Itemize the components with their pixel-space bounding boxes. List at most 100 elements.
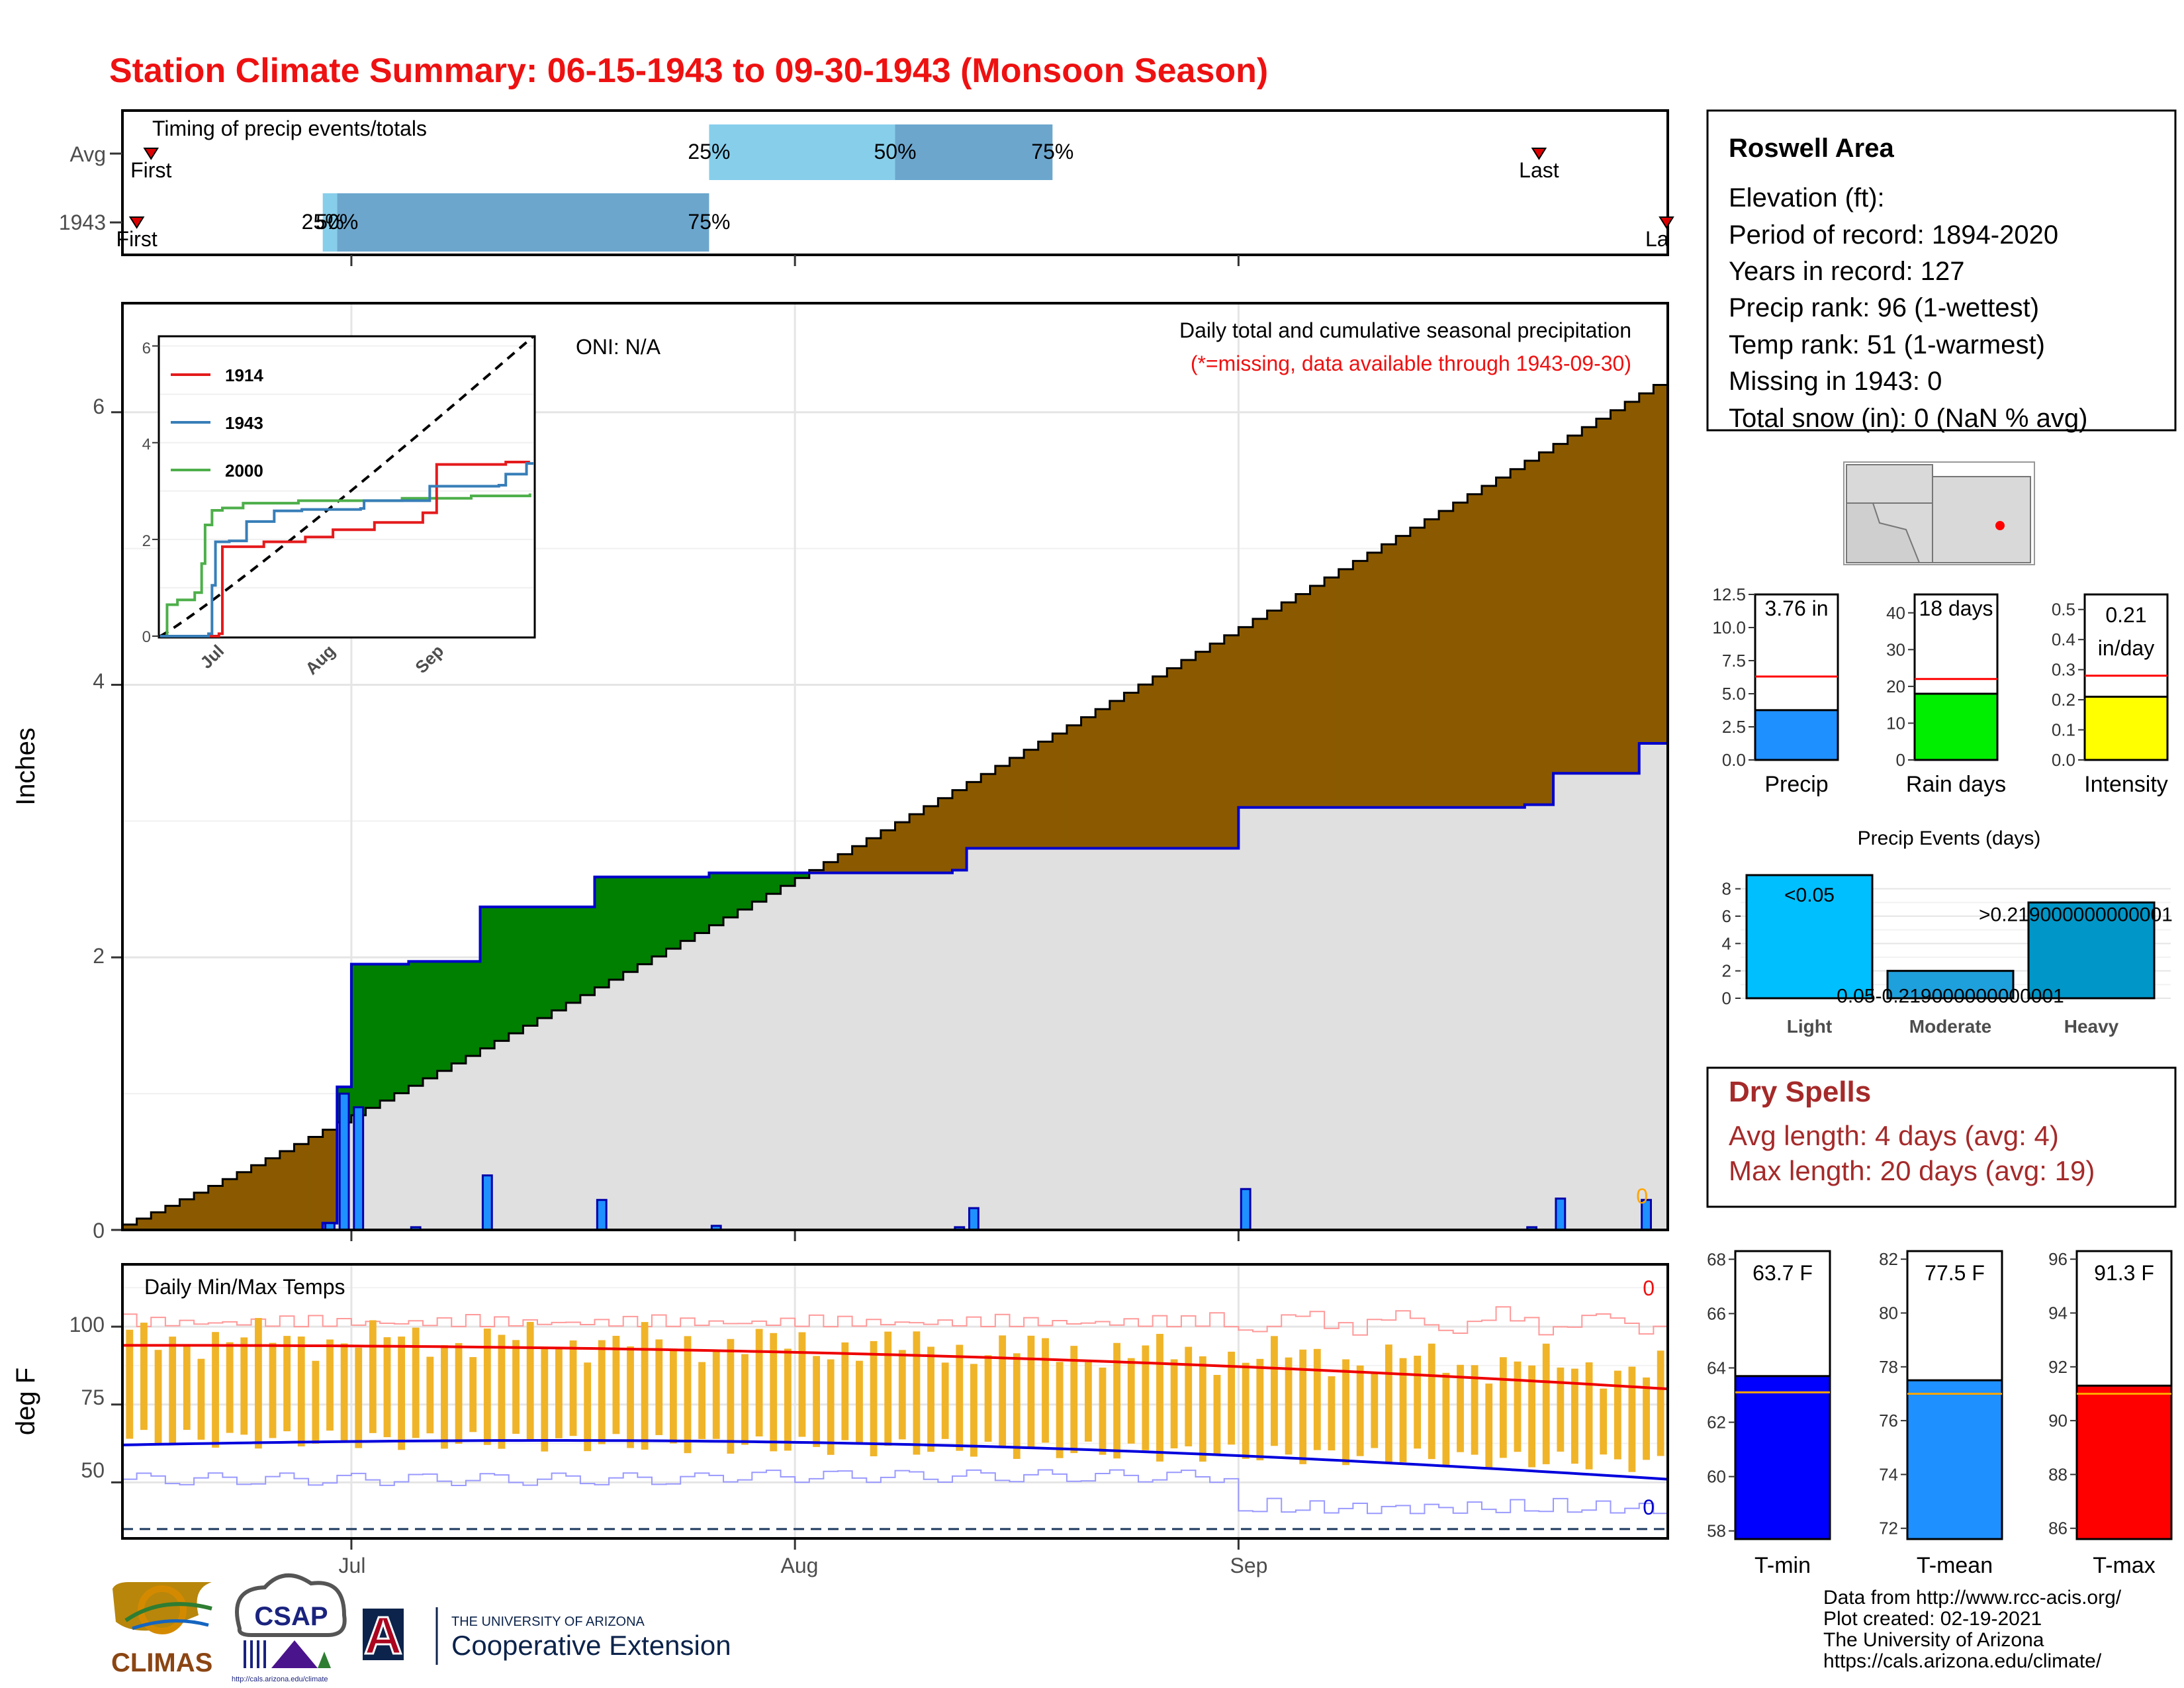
surplus-segment bbox=[709, 872, 724, 925]
events-ytick-label: 6 bbox=[1722, 906, 1731, 926]
csap-wordmark: CSAP bbox=[254, 1602, 328, 1631]
y1943-first-label: First bbox=[116, 227, 158, 251]
gauge-tick-label: 2.5 bbox=[1722, 717, 1746, 737]
tgauge-label-1: T-mean bbox=[1917, 1553, 1993, 1578]
gauge-tick-label: 10 bbox=[1886, 713, 1905, 733]
deficit-segment bbox=[1081, 717, 1096, 849]
ua-logo: A THE UNIVERSITY OF ARIZONA Cooperative … bbox=[363, 1605, 731, 1666]
deficit-segment bbox=[895, 822, 910, 873]
deficit-segment bbox=[866, 838, 882, 873]
surplus-segment bbox=[480, 907, 495, 1049]
tgauge-tick-label: 58 bbox=[1707, 1521, 1726, 1541]
temp-xtick-jul: Jul bbox=[339, 1554, 366, 1577]
daily-temp-bar bbox=[655, 1339, 663, 1435]
deficit-segment bbox=[1295, 594, 1310, 808]
deficit-segment bbox=[1553, 444, 1569, 774]
events-ytick-label: 4 bbox=[1722, 933, 1731, 953]
surplus-segment bbox=[666, 876, 681, 949]
daily-temp-bar bbox=[1027, 1335, 1035, 1447]
daily-precip-bar bbox=[481, 1174, 493, 1231]
daily-temp-bar bbox=[555, 1348, 563, 1438]
daily-temp-bar bbox=[1127, 1358, 1135, 1444]
daily-temp-bar bbox=[755, 1329, 763, 1436]
daily-temp-bar bbox=[483, 1329, 491, 1445]
legend-1943: 1943 bbox=[225, 413, 263, 433]
deficit-segment bbox=[1524, 461, 1539, 805]
daily-temp-bar bbox=[369, 1320, 377, 1433]
normal-max-line bbox=[122, 1344, 1668, 1391]
info-period: Period of record: 1894-2020 bbox=[1729, 220, 2058, 250]
surplus-segment bbox=[580, 907, 595, 996]
gauge-tick-label: 40 bbox=[1886, 603, 1905, 623]
daily-temp-bar bbox=[526, 1321, 534, 1440]
gauge-tick-label: 0.1 bbox=[2052, 720, 2075, 740]
precip-gauges: 3.76 in 0.0 2.5 5.0 7.5 10.0 12.5 Precip 18 days… bbox=[1712, 585, 2169, 797]
station-location-marker bbox=[1995, 521, 2005, 530]
oni-label: ONI: N/A bbox=[576, 335, 661, 359]
daily-temp-bar bbox=[999, 1335, 1007, 1446]
daily-temp-bar bbox=[1228, 1351, 1235, 1445]
main-ytick-6: 6 bbox=[93, 395, 105, 418]
legend-1914: 1914 bbox=[225, 365, 263, 385]
observed-cumulative-line bbox=[122, 742, 1668, 1231]
daily-temp-bar bbox=[269, 1342, 277, 1438]
surplus-segment bbox=[780, 872, 796, 886]
deficit-segment bbox=[1453, 502, 1468, 808]
surplus-segment bbox=[508, 907, 523, 1033]
timing-panel: Timing of precip events/totals Avg 1943 … bbox=[59, 109, 1674, 266]
events-bar-light bbox=[1745, 874, 1874, 1000]
daily-temp-bar bbox=[1142, 1345, 1150, 1450]
tgauge-value-1: 77.5 F bbox=[1925, 1261, 1985, 1285]
normal-cumulative-line bbox=[122, 384, 1668, 1226]
timing-row-avg: Avg bbox=[69, 142, 106, 166]
surplus-segment bbox=[494, 907, 510, 1041]
surplus-segment bbox=[465, 961, 481, 1056]
avg-q75-label: 75% bbox=[1031, 140, 1073, 164]
daily-temp-bar bbox=[841, 1342, 849, 1440]
daily-temp-bar bbox=[240, 1337, 248, 1435]
precip-events-panel: Precip Events (days) 0 2 4 6 8 Light Moderate H… bbox=[1722, 827, 2184, 1037]
daily-temp-bar bbox=[441, 1345, 448, 1449]
deficit-segment bbox=[1625, 402, 1640, 774]
surplus-segment bbox=[752, 872, 767, 902]
gauge-label-0: Precip bbox=[1764, 772, 1828, 797]
inset-ytick-0: 0 bbox=[142, 628, 151, 646]
surplus-segment bbox=[623, 876, 638, 972]
deficit-segment bbox=[151, 1212, 166, 1230]
daily-temp-bar bbox=[541, 1348, 549, 1452]
temp-gauges: 63.7 F 58 60 62 64 66 68 T-min 77.5 F 72 74 76 78 80 8… bbox=[1707, 1249, 2173, 1578]
surplus-segment bbox=[451, 961, 467, 1064]
daily-temp-bar bbox=[970, 1364, 978, 1457]
normal-min-line bbox=[122, 1439, 1668, 1481]
timing-label: Timing of precip events/totals bbox=[152, 117, 427, 140]
gauge-bar-0 bbox=[1754, 709, 1839, 761]
deficit-segment bbox=[1052, 733, 1068, 849]
deficit-segment bbox=[279, 1151, 295, 1230]
gauge-bar-2 bbox=[2083, 696, 2169, 761]
info-elevation: Elevation (ft): bbox=[1729, 183, 1885, 212]
gauge-tick-label: 0.3 bbox=[2052, 660, 2075, 680]
daily-temp-bar bbox=[784, 1348, 792, 1451]
deficit-segment bbox=[1567, 435, 1582, 774]
daily-temp-bar bbox=[1113, 1342, 1121, 1459]
inset-line-1914 bbox=[160, 460, 530, 637]
avg-q25-label: 25% bbox=[688, 140, 730, 164]
surplus-segment bbox=[423, 961, 438, 1079]
tgauge-label-0: T-min bbox=[1754, 1553, 1811, 1578]
avg-q50-q75-bar bbox=[895, 124, 1053, 180]
gauge-tick-label: 20 bbox=[1886, 677, 1905, 696]
tgauge-tick-label: 68 bbox=[1707, 1249, 1726, 1269]
precip-zero-count: 0 bbox=[1636, 1184, 1648, 1208]
ua-name: THE UNIVERSITY OF ARIZONA bbox=[451, 1615, 645, 1629]
main-ytick-0: 0 bbox=[93, 1219, 105, 1243]
daily-temp-bar bbox=[1485, 1383, 1493, 1469]
daily-temp-bar bbox=[1557, 1367, 1565, 1452]
y1943-q50-q75-bar bbox=[337, 193, 709, 252]
tgauge-tick-label: 86 bbox=[2048, 1519, 2068, 1538]
footer-line-2: Plot created: 02-19-2021 bbox=[1823, 1608, 2042, 1630]
daily-temp-bar bbox=[283, 1336, 291, 1432]
events-label-heavy: >0.219000000000001 bbox=[1979, 904, 2173, 925]
avg-last-marker bbox=[1531, 148, 1547, 160]
temp-ytick-75: 75 bbox=[81, 1385, 105, 1409]
